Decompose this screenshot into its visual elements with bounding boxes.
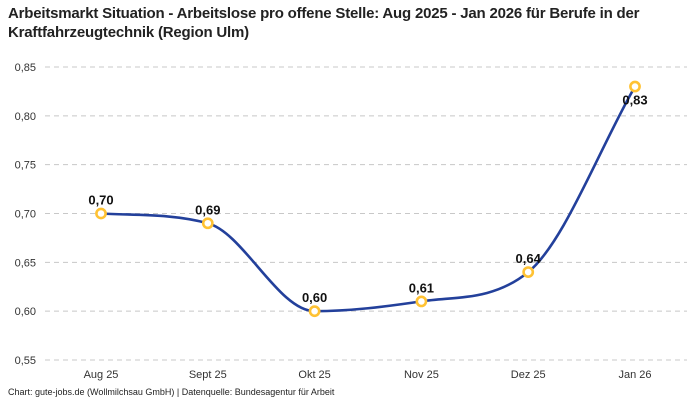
y-axis-tick-label: 0,60 (15, 306, 36, 318)
data-point-label: 0,64 (516, 251, 542, 266)
data-point-label: 0,70 (88, 193, 113, 208)
x-axis-tick-label: Sept 25 (189, 369, 227, 381)
y-axis-tick-label: 0,85 (15, 62, 36, 74)
y-axis-tick-label: 0,80 (15, 111, 36, 123)
data-point-label: 0,69 (195, 202, 220, 217)
y-axis-tick-label: 0,55 (15, 355, 36, 367)
x-axis-tick-label: Jan 26 (618, 369, 651, 381)
y-axis-tick-label: 0,75 (15, 160, 36, 172)
y-axis-tick-label: 0,70 (15, 209, 36, 221)
data-point-label: 0,83 (622, 93, 647, 108)
data-point-marker (201, 217, 214, 230)
x-axis-tick-label: Nov 25 (404, 369, 439, 381)
chart-footer-credit: Chart: gute-jobs.de (Wollmilchsau GmbH) … (8, 387, 335, 397)
data-line (99, 85, 637, 313)
data-point-marker (308, 305, 321, 318)
data-point-marker (522, 266, 535, 278)
chart-title: Arbeitsmarkt Situation - Arbeitslose pro… (8, 5, 640, 41)
x-axis-tick-label: Aug 25 (84, 369, 119, 381)
data-point-marker (415, 295, 428, 308)
data-point-marker (629, 80, 641, 93)
data-point-label: 0,60 (302, 290, 327, 305)
y-axis-tick-label: 0,65 (15, 257, 36, 269)
x-axis-tick-label: Dez 25 (511, 369, 546, 381)
data-point-marker (95, 207, 107, 220)
data-point-label: 0,61 (409, 280, 434, 295)
x-axis-tick-label: Okt 25 (298, 369, 330, 381)
